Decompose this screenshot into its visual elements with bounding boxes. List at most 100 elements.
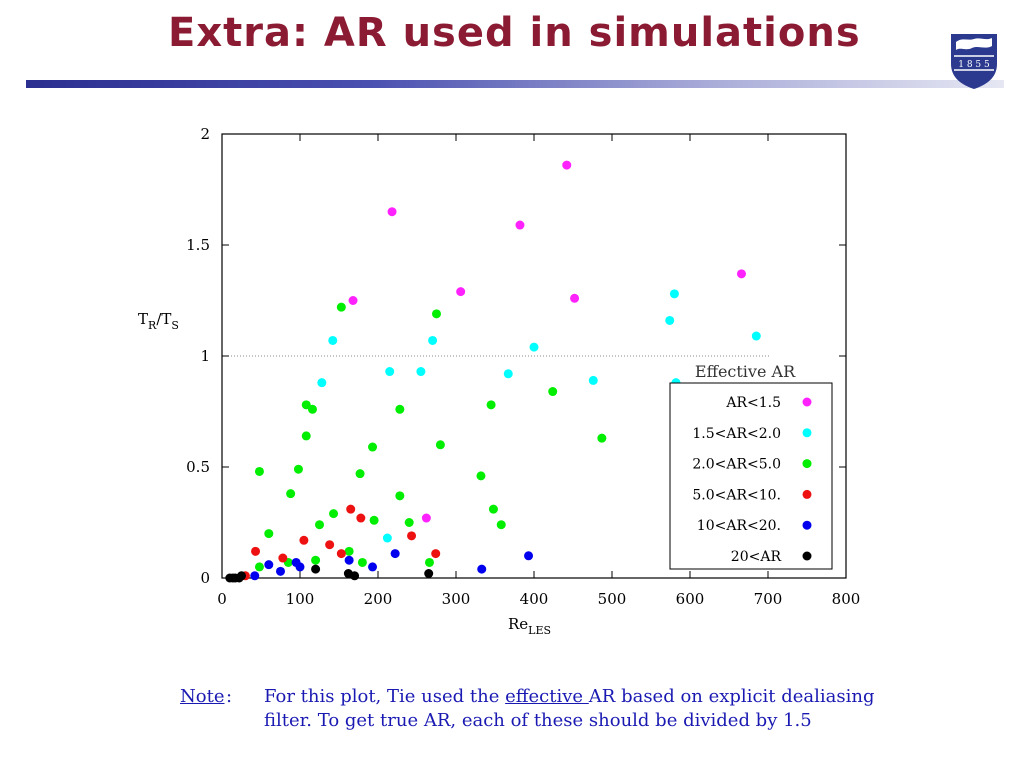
data-point-series-1 [328, 335, 338, 345]
x-tick-label: 500 [598, 590, 627, 608]
data-point-series-1 [416, 367, 426, 377]
data-point-series-0 [421, 513, 431, 523]
data-point-series-3 [251, 546, 261, 556]
y-axis-label-slash-t: /T [156, 310, 171, 328]
data-point-series-1 [317, 378, 327, 388]
x-tick-label: 0 [217, 590, 227, 608]
data-point-series-1 [669, 289, 679, 299]
data-point-series-0 [570, 293, 580, 303]
data-point-series-2 [357, 557, 367, 567]
data-point-series-2 [476, 471, 486, 481]
data-point-series-3 [336, 549, 346, 559]
data-point-series-3 [299, 535, 309, 545]
data-point-series-5 [424, 569, 434, 579]
x-tick-label: 600 [676, 590, 705, 608]
x-tick-label: 800 [832, 590, 861, 608]
legend-label: 20<AR [731, 549, 782, 565]
data-point-series-1 [503, 369, 513, 379]
data-point-series-2 [369, 515, 379, 525]
title-underline-bar [26, 80, 1004, 88]
data-point-series-4 [276, 566, 285, 576]
data-point-series-4 [390, 549, 400, 559]
data-point-series-2 [395, 404, 405, 414]
legend-marker [802, 551, 812, 561]
legend-label: 1.5<AR<2.0 [692, 426, 781, 442]
data-point-series-2 [404, 518, 414, 527]
data-point-series-2 [548, 387, 558, 397]
data-point-series-0 [348, 296, 358, 305]
data-point-series-2 [264, 529, 274, 539]
y-tick-label: 1.5 [186, 236, 210, 254]
legend-marker [802, 428, 812, 438]
legend-title: Effective AR [695, 362, 796, 381]
data-point-series-2 [336, 302, 346, 312]
y-axis-label-sub-r: R [148, 319, 157, 332]
data-point-series-2 [301, 431, 311, 441]
data-point-series-2 [301, 400, 311, 410]
data-point-series-2 [329, 509, 339, 519]
x-tick-label: 400 [520, 590, 549, 608]
x-tick-label: 700 [754, 590, 783, 608]
data-point-series-5 [237, 571, 246, 581]
logo-year: 1 8 5 5 [958, 60, 990, 70]
university-logo: 1 8 5 5 [951, 34, 997, 89]
data-point-series-2 [488, 504, 498, 514]
data-point-series-2 [254, 562, 264, 572]
data-point-series-2 [344, 546, 354, 556]
data-point-series-1 [588, 375, 598, 385]
data-point-series-2 [435, 440, 445, 450]
slide-title: Extra: AR used in simulations [168, 10, 861, 56]
data-point-series-4 [477, 564, 487, 574]
legend-label: AR<1.5 [725, 395, 781, 411]
data-point-series-4 [295, 562, 305, 572]
legend-label: 2.0<AR<5.0 [692, 457, 781, 473]
legend-label: 10<AR<20. [697, 518, 781, 534]
y-tick-label: 0.5 [186, 458, 210, 476]
data-point-series-4 [368, 562, 378, 572]
legend-box [669, 382, 833, 570]
note-colon: : [226, 686, 233, 707]
data-point-series-2 [395, 491, 405, 501]
x-axis-label-re: Re [508, 615, 528, 633]
data-point-series-2 [424, 557, 434, 567]
x-tick-label: 300 [442, 590, 471, 608]
x-axis-label-sub-les: LES [528, 624, 551, 637]
data-point-series-2 [286, 489, 296, 499]
data-point-series-0 [515, 220, 525, 230]
legend-marker [802, 397, 812, 407]
y-axis-label: TR/TS [138, 310, 179, 332]
data-point-series-2 [597, 433, 607, 443]
data-point-series-2 [496, 520, 506, 530]
note-line1-pre: For this plot, Tie used the [264, 686, 506, 707]
x-tick-label: 200 [364, 590, 393, 608]
y-tick-label: 1 [200, 347, 210, 365]
data-point-series-0 [387, 207, 397, 217]
data-point-series-2 [355, 469, 365, 479]
legend-label: 5.0<AR<10. [692, 487, 781, 503]
legend-marker [802, 489, 812, 499]
data-point-series-1 [428, 335, 438, 345]
legend-marker [802, 459, 812, 469]
data-point-series-2 [486, 400, 496, 410]
note-line1-post: AR based on explicit dealiasing [588, 686, 875, 707]
data-point-series-2 [311, 555, 321, 565]
data-point-series-3 [278, 553, 288, 563]
data-point-series-2 [368, 442, 378, 452]
data-point-series-3 [431, 549, 441, 559]
data-point-series-3 [325, 540, 335, 550]
data-point-series-2 [293, 464, 303, 474]
data-point-series-1 [529, 342, 539, 352]
y-tick-label: 2 [200, 125, 210, 143]
x-tick-label: 100 [286, 590, 315, 608]
y-axis-label-sub-s: S [171, 319, 179, 332]
data-point-series-2 [432, 309, 441, 319]
legend-marker [802, 520, 812, 530]
y-tick-label: 0 [200, 569, 210, 587]
note-effective-link: effective [505, 686, 589, 707]
data-point-series-4 [264, 560, 274, 570]
data-point-series-2 [315, 520, 324, 530]
data-point-series-1 [385, 367, 395, 377]
data-point-series-0 [456, 287, 466, 297]
data-point-series-1 [382, 533, 392, 543]
data-point-series-5 [311, 564, 321, 574]
